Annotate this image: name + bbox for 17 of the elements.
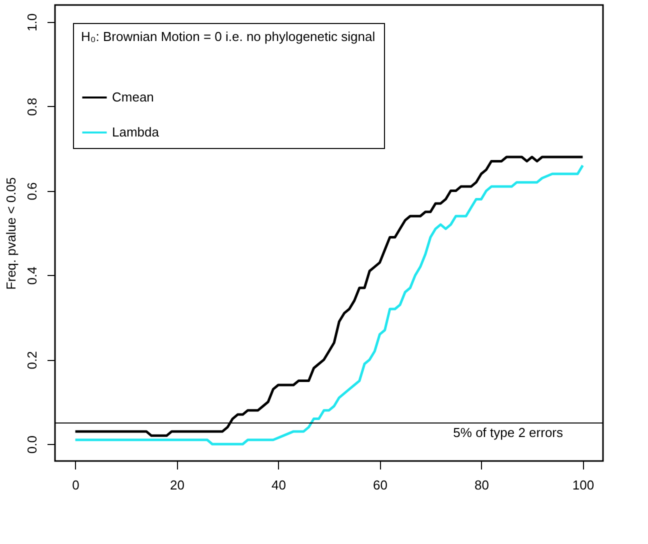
x-tick-label: 0 (72, 478, 80, 492)
legend-label: Lambda (112, 124, 160, 140)
legend-label: Cmean (112, 90, 154, 104)
y-tick-label: 0.4 (24, 266, 40, 285)
legend-title: H₀: Brownian Motion = 0 i.e. no phylogenetic signal (81, 29, 376, 44)
y-tick-label: 1.0 (24, 13, 40, 32)
y-tick-label: 0.6 (24, 182, 40, 200)
ref-line-label: 5% of type 2 errors (453, 425, 564, 440)
x-tick-label: 20 (170, 478, 185, 492)
x-tick-label: 60 (373, 478, 388, 492)
y-tick-label: 0.2 (24, 351, 40, 370)
x-tick-label: 100 (572, 478, 594, 492)
y-tick-label: 0.0 (24, 436, 40, 454)
x-tick-label: 40 (272, 478, 286, 492)
y-tick-label: 0.8 (24, 98, 40, 116)
x-tick-label: 80 (474, 478, 489, 492)
y-axis-title: Freq. pvalue < 0.05 (4, 177, 18, 290)
